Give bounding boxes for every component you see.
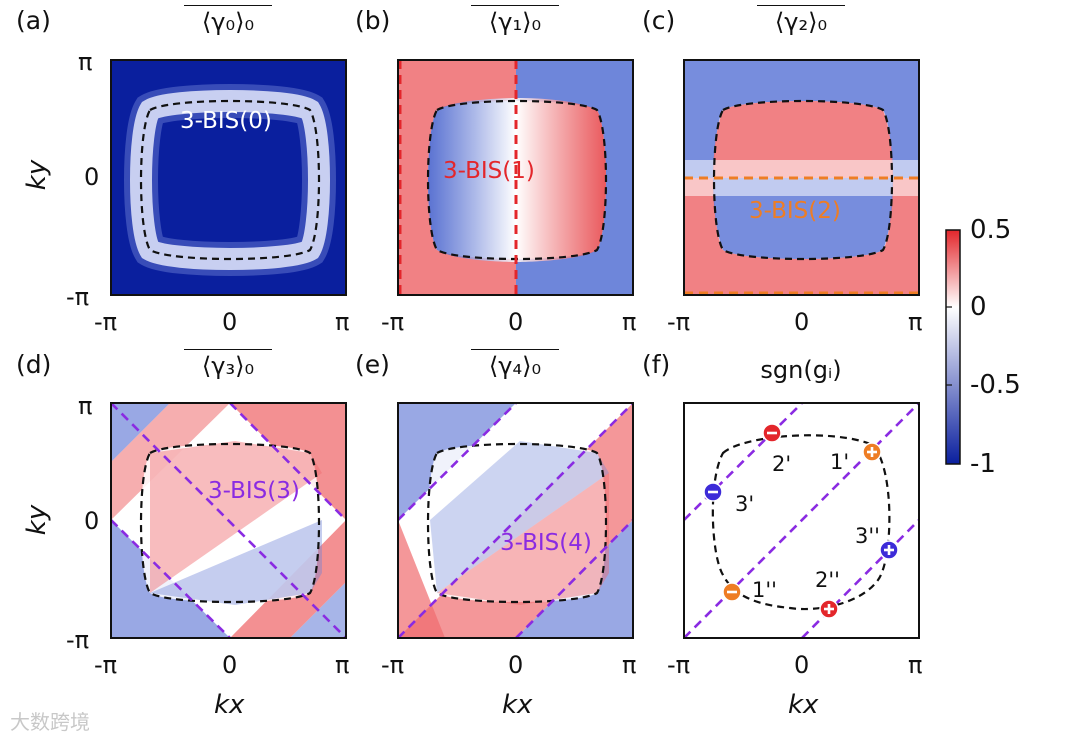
sign-markers bbox=[703, 423, 899, 619]
x-tick-mid-b: 0 bbox=[508, 308, 524, 336]
x-tick-left-e: -π bbox=[381, 651, 405, 679]
panel-label-d: (d) bbox=[16, 350, 52, 379]
bis-curve-a bbox=[139, 99, 321, 261]
sign-marker-label-1: 1' bbox=[830, 450, 850, 474]
panel-label-a: (a) bbox=[16, 6, 51, 35]
x-tick-mid-e: 0 bbox=[508, 651, 524, 679]
x-tick-left-d: -π bbox=[94, 651, 118, 679]
bis-line-e-2 bbox=[398, 403, 517, 521]
heatmap-panel-c bbox=[683, 59, 920, 296]
panel-label-e: (e) bbox=[355, 350, 390, 379]
x-tick-mid-c: 0 bbox=[794, 308, 810, 336]
bis-label-a: 3-BIS(0) bbox=[180, 108, 272, 134]
y-axis-label-bottom: ky bbox=[22, 504, 53, 536]
sign-marker-label-4: 1'' bbox=[752, 578, 777, 602]
panel-title-a: ⟨γ₀⟩₀ bbox=[138, 4, 318, 36]
colorbar bbox=[945, 229, 961, 465]
panel-label-c: (c) bbox=[642, 6, 676, 35]
watermark-text: 大数跨境 bbox=[10, 710, 90, 734]
sign-marker-label-6: 3'' bbox=[855, 524, 880, 548]
colorbar-tick-1: 0 bbox=[970, 292, 987, 322]
panel-label-f: (f) bbox=[642, 350, 671, 379]
x-axis-label-f: kx bbox=[788, 690, 819, 720]
bis-line-f-2 bbox=[684, 403, 803, 521]
panel-title-c: ⟨γ₂⟩₀ bbox=[711, 4, 891, 36]
x-tick-mid-f: 0 bbox=[794, 651, 810, 679]
x-tick-right-f: π bbox=[908, 651, 923, 679]
bis-label-b: 3-BIS(1) bbox=[443, 158, 535, 184]
x-tick-right-e: π bbox=[622, 651, 637, 679]
heatmap-panel-e bbox=[397, 402, 634, 639]
y-tick-top-d: π bbox=[78, 392, 93, 420]
y-tick-mid-d: 0 bbox=[84, 507, 100, 535]
bis-curve-c bbox=[712, 99, 894, 261]
sign-marker-label-3: 3' bbox=[735, 492, 755, 516]
bis-line-d-3 bbox=[111, 519, 231, 638]
sign-marker-label-5: 2'' bbox=[815, 568, 840, 592]
y-tick-mid-a: 0 bbox=[84, 163, 100, 191]
bis-curve-e bbox=[426, 442, 608, 604]
bis-line-e-1 bbox=[398, 403, 633, 638]
bis-line-d-1 bbox=[111, 403, 346, 638]
bis-line-f-3 bbox=[801, 519, 919, 638]
x-tick-left-c: -π bbox=[667, 308, 691, 336]
x-tick-right-b: π bbox=[622, 308, 637, 336]
y-tick-bot-d: -π bbox=[66, 626, 90, 654]
x-tick-right-a: π bbox=[335, 308, 350, 336]
y-axis-label-top: ky bbox=[22, 159, 53, 191]
bis-label-d: 3-BIS(3) bbox=[208, 478, 300, 504]
x-tick-mid-a: 0 bbox=[222, 308, 238, 336]
bis-label-e: 3-BIS(4) bbox=[500, 530, 592, 556]
bis-curve-f bbox=[711, 434, 891, 611]
y-tick-bot-a: -π bbox=[66, 283, 90, 311]
panel-title-f: sgn(gᵢ) bbox=[760, 356, 842, 384]
bis-curve-b bbox=[426, 99, 608, 261]
sign-marker-label-2: 2' bbox=[772, 452, 792, 476]
heatmap-panel-b bbox=[397, 59, 634, 296]
panel-title-b: ⟨γ₁⟩₀ bbox=[425, 4, 605, 36]
bis-label-c: 3-BIS(2) bbox=[749, 198, 841, 224]
bis-line-e-3 bbox=[515, 519, 633, 638]
colorbar-tick-0: 0.5 bbox=[970, 215, 1012, 245]
x-tick-right-d: π bbox=[335, 651, 350, 679]
x-tick-left-b: -π bbox=[381, 308, 405, 336]
x-tick-right-c: π bbox=[908, 308, 923, 336]
heatmap-panel-d bbox=[110, 402, 347, 639]
colorbar-gradient bbox=[945, 229, 961, 465]
bis-line-d-2 bbox=[229, 403, 346, 521]
x-tick-mid-d: 0 bbox=[222, 651, 238, 679]
x-axis-label-e: kx bbox=[502, 690, 533, 720]
sign-panel-f bbox=[683, 402, 920, 639]
panel-label-b: (b) bbox=[355, 6, 391, 35]
bis-line-f-1 bbox=[684, 403, 919, 638]
y-tick-top-a: π bbox=[78, 48, 93, 76]
bis-curve-d bbox=[139, 442, 321, 604]
x-axis-label-d: kx bbox=[214, 690, 245, 720]
heatmap-panel-a bbox=[110, 59, 347, 296]
x-tick-left-a: -π bbox=[94, 308, 118, 336]
panel-title-d: ⟨γ₃⟩₀ bbox=[138, 348, 318, 380]
colorbar-tick-3: -1 bbox=[970, 449, 996, 479]
panel-title-e: ⟨γ₄⟩₀ bbox=[425, 348, 605, 380]
colorbar-tick-2: -0.5 bbox=[970, 370, 1021, 400]
x-tick-left-f: -π bbox=[667, 651, 691, 679]
